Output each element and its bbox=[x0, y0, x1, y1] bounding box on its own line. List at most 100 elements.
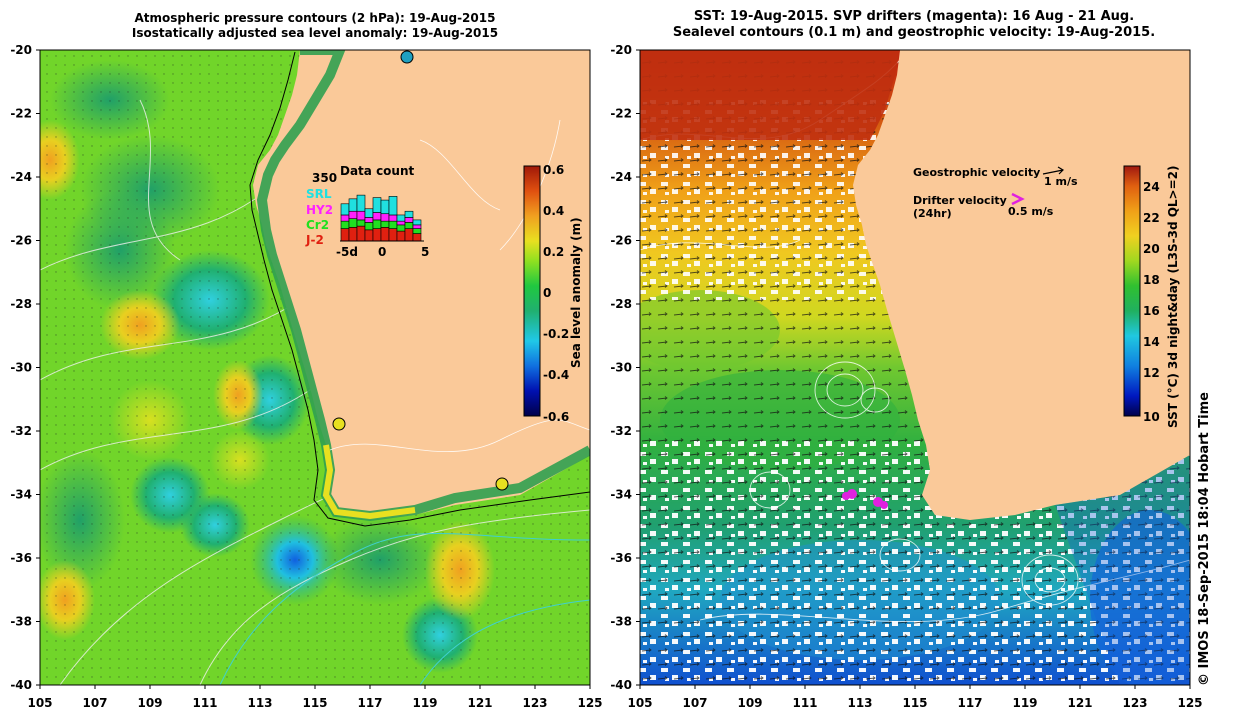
histogram-bar bbox=[412, 219, 422, 226]
histogram-bar bbox=[340, 228, 350, 242]
x-tick-label: 113 bbox=[247, 696, 272, 710]
left-title-line2: Isostatically adjusted sea level anomaly… bbox=[131, 26, 499, 40]
x-tick-label: 125 bbox=[577, 696, 602, 710]
y-tick-label: -32 bbox=[610, 424, 632, 438]
sla-tick: -0.6 bbox=[543, 410, 569, 424]
sla-colorbar bbox=[523, 165, 541, 417]
x-tick-label: 109 bbox=[737, 696, 762, 710]
histogram-bar bbox=[388, 228, 398, 242]
x-tick-label: 125 bbox=[1177, 696, 1202, 710]
legend-j2: J-2 bbox=[305, 233, 324, 247]
histogram-bar bbox=[364, 229, 374, 242]
geo-velocity-scale: 1 m/s bbox=[1044, 175, 1078, 188]
sst-tick: 18 bbox=[1143, 273, 1160, 287]
sst-colorbar-ticks: 24 22 20 18 16 14 12 10 bbox=[1143, 180, 1160, 424]
histogram-bar bbox=[364, 222, 374, 231]
y-tick-label: -20 bbox=[10, 43, 32, 57]
sst-tick: 10 bbox=[1143, 410, 1160, 424]
x-tick-label: 119 bbox=[1012, 696, 1037, 710]
sla-tick: -0.2 bbox=[543, 327, 569, 341]
hist-tick-end: 5 bbox=[421, 245, 429, 259]
data-count-inset: 350 Data count SRL HY2 Cr2 J-2 -5d 0 5 bbox=[305, 164, 429, 259]
hist-tick-start: -5d bbox=[336, 245, 358, 259]
right-sst-map bbox=[640, 50, 1190, 685]
y-tick-label: -38 bbox=[610, 615, 632, 629]
sst-tick: 14 bbox=[1143, 335, 1160, 349]
right-title-line2: Sealevel contours (0.1 m) and geostrophi… bbox=[672, 25, 1156, 40]
y-tick-label: -28 bbox=[610, 297, 632, 311]
sst-colorbar bbox=[1123, 165, 1141, 417]
sst-tick: 20 bbox=[1143, 242, 1160, 256]
y-tick-label: -20 bbox=[610, 43, 632, 57]
cyan-pressure-contours bbox=[219, 532, 590, 685]
histogram-bar bbox=[388, 196, 398, 216]
histogram-bar bbox=[388, 220, 398, 229]
y-tick-label: -22 bbox=[610, 107, 632, 121]
x-tick-label: 109 bbox=[137, 696, 162, 710]
x-tick-label: 119 bbox=[412, 696, 437, 710]
histogram-bar bbox=[404, 210, 414, 218]
histogram-bar bbox=[404, 228, 414, 242]
legend-cr2: Cr2 bbox=[306, 218, 329, 232]
y-tick-label: -30 bbox=[10, 361, 32, 375]
sst-tick: 22 bbox=[1143, 211, 1160, 225]
x-tick-label: 123 bbox=[1122, 696, 1147, 710]
y-tick-label: -40 bbox=[610, 678, 632, 692]
imos-credit: © IMOS 18-Sep-2015 18:04 Hobart Time bbox=[1197, 392, 1212, 686]
y-tick-label: -32 bbox=[10, 424, 32, 438]
svp-drifter-tracks bbox=[842, 489, 888, 509]
sst-tick: 24 bbox=[1143, 180, 1160, 194]
sst-tick: 12 bbox=[1143, 366, 1160, 380]
x-tick-label: 107 bbox=[82, 696, 107, 710]
histogram-bar bbox=[372, 212, 382, 221]
geo-velocity-label: Geostrophic velocity bbox=[913, 166, 1040, 179]
x-tick-label: 107 bbox=[682, 696, 707, 710]
x-tick-label: 117 bbox=[957, 696, 982, 710]
histogram-bar bbox=[364, 217, 374, 223]
x-tick-label: 117 bbox=[357, 696, 382, 710]
x-tick-label: 113 bbox=[847, 696, 872, 710]
legend-hy2: HY2 bbox=[306, 203, 333, 217]
histogram-bar bbox=[404, 222, 414, 229]
sla-tick: 0.4 bbox=[543, 204, 564, 218]
histogram-bar bbox=[356, 210, 366, 221]
right-title-line1: SST: 19-Aug-2015. SVP drifters (magenta)… bbox=[693, 9, 1135, 24]
x-tick-label: 115 bbox=[302, 696, 327, 710]
tide-gauge-marker bbox=[400, 50, 414, 64]
histogram-bar bbox=[380, 213, 390, 222]
x-tick-label: 105 bbox=[27, 696, 52, 710]
left-title-line1: Atmospheric pressure contours (2 hPa): 1… bbox=[134, 11, 496, 25]
left-sea-level-map bbox=[40, 50, 590, 685]
southeast-cool-water bbox=[1055, 455, 1190, 685]
y-tick-label: -34 bbox=[10, 488, 32, 502]
shelf-edge-contour bbox=[249, 51, 590, 527]
y-tick-label: -34 bbox=[610, 488, 632, 502]
histogram-bar bbox=[404, 217, 414, 223]
y-tick-label: -40 bbox=[10, 678, 32, 692]
sst-colorbar-label: SST (°C) 3d night&day (L3S-3d QL>=2) bbox=[1166, 165, 1180, 429]
histogram-bar bbox=[380, 220, 390, 228]
right-map-title: SST: 19-Aug-2015. SVP drifters (magenta)… bbox=[636, 9, 1192, 41]
histogram-bar bbox=[340, 214, 350, 222]
y-tick-label: -26 bbox=[610, 234, 632, 248]
sla-tick: 0 bbox=[543, 286, 551, 300]
hist-tick-zero: 0 bbox=[378, 245, 386, 259]
histogram-bar bbox=[380, 199, 390, 215]
y-tick-label: -24 bbox=[10, 170, 32, 184]
warm-north-water bbox=[640, 50, 900, 140]
legend-srl: SRL bbox=[306, 187, 332, 201]
histogram-bar bbox=[396, 220, 406, 226]
histogram-bar bbox=[396, 224, 406, 232]
y-tick-label: -38 bbox=[10, 615, 32, 629]
histogram-bar bbox=[412, 224, 422, 229]
histogram-bar bbox=[412, 233, 422, 242]
data-count-max: 350 bbox=[312, 171, 337, 185]
histogram-bar bbox=[348, 227, 358, 242]
tide-gauge-marker bbox=[495, 477, 509, 491]
histogram-bar bbox=[340, 203, 350, 216]
histogram-bar bbox=[396, 230, 406, 242]
histogram-bar bbox=[380, 227, 390, 242]
australia-land-right bbox=[853, 50, 1190, 520]
